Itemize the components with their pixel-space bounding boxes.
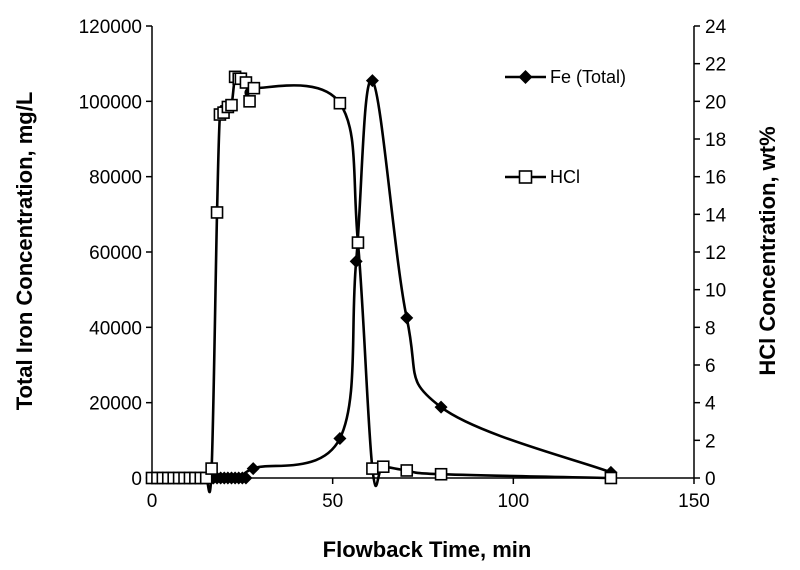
data-point-fe xyxy=(434,400,448,414)
y-tick-label: 40000 xyxy=(89,318,142,339)
legend-marker-hcl xyxy=(518,170,533,184)
data-point-fe xyxy=(239,471,253,485)
y-tick-label: 0 xyxy=(131,469,142,490)
y2-tick-label: 16 xyxy=(705,168,726,189)
data-point-fe xyxy=(333,431,347,445)
data-point-fe xyxy=(246,462,260,476)
plot-area xyxy=(145,70,618,494)
y2-tick-label: 14 xyxy=(705,205,727,226)
data-point-hcl xyxy=(225,98,238,112)
data-point-hcl xyxy=(333,96,347,110)
legend-label-fe: Fe (Total) xyxy=(550,67,626,87)
data-point-fe xyxy=(365,74,379,88)
data-point-hcl xyxy=(210,206,224,219)
y2-tick-label: 2 xyxy=(705,431,716,452)
y2-tick-label: 0 xyxy=(705,469,716,490)
data-point-hcl xyxy=(243,95,256,108)
y2-tick-label: 20 xyxy=(705,92,726,113)
y-tick-label: 60000 xyxy=(89,243,142,264)
x-tick-label: 150 xyxy=(678,491,710,512)
data-point-hcl xyxy=(376,460,390,474)
data-point-hcl xyxy=(205,462,218,475)
legend-marker-fe xyxy=(518,70,533,84)
data-point-hcl xyxy=(351,236,365,249)
data-point-hcl xyxy=(434,467,448,481)
y2-tick-label: 4 xyxy=(705,394,716,415)
legend: Fe (Total) HCl xyxy=(505,67,626,187)
legend-label-hcl: HCl xyxy=(550,167,580,187)
x-tick-label: 0 xyxy=(147,491,158,512)
y2-tick-label: 12 xyxy=(705,243,726,264)
axes: 0200004000060000800001000001200000246810… xyxy=(79,17,727,512)
y-tick-label: 20000 xyxy=(89,394,142,415)
y-axis-title: Total Iron Concentration, mg/L xyxy=(12,92,37,411)
y-tick-label: 80000 xyxy=(89,168,142,189)
data-point-fe xyxy=(349,254,363,268)
data-point-hcl xyxy=(604,471,618,485)
data-point-fe xyxy=(400,311,414,325)
x-tick-label: 100 xyxy=(497,491,529,512)
y2-axis-title: HCl Concentration, wt% xyxy=(755,126,780,375)
data-point-hcl xyxy=(366,462,379,475)
x-axis-title: Flowback Time, min xyxy=(323,537,532,562)
x-tick-label: 50 xyxy=(322,491,343,512)
y2-tick-label: 6 xyxy=(705,356,716,377)
y-tick-label: 120000 xyxy=(79,17,142,38)
y-tick-label: 100000 xyxy=(79,92,142,113)
y2-tick-label: 10 xyxy=(705,281,726,302)
y2-tick-label: 8 xyxy=(705,318,716,339)
series-line-hcl xyxy=(152,73,611,494)
y2-tick-label: 22 xyxy=(705,55,726,76)
data-point-hcl xyxy=(247,81,261,95)
series-line-fe xyxy=(152,79,612,481)
data-point-hcl xyxy=(400,464,414,477)
y2-tick-label: 18 xyxy=(705,130,726,151)
y2-tick-label: 24 xyxy=(705,17,727,38)
